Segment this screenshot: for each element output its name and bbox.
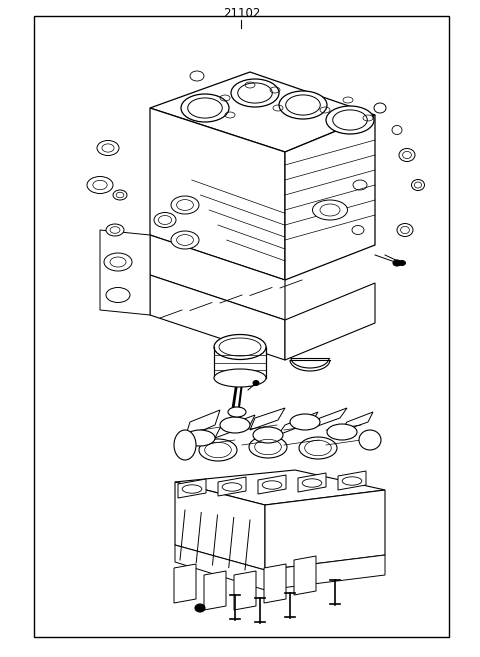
Ellipse shape <box>228 407 246 417</box>
Polygon shape <box>178 479 206 498</box>
Ellipse shape <box>214 369 266 387</box>
Polygon shape <box>150 275 285 360</box>
Ellipse shape <box>399 148 415 162</box>
Polygon shape <box>312 408 347 428</box>
Ellipse shape <box>174 430 196 460</box>
Ellipse shape <box>253 427 283 443</box>
Ellipse shape <box>290 414 320 430</box>
Polygon shape <box>185 410 220 438</box>
Polygon shape <box>258 475 286 494</box>
Polygon shape <box>285 115 375 280</box>
Polygon shape <box>215 415 255 438</box>
Polygon shape <box>150 235 285 320</box>
Polygon shape <box>265 555 385 590</box>
Polygon shape <box>294 556 316 595</box>
Polygon shape <box>285 283 375 360</box>
Ellipse shape <box>199 439 237 461</box>
Bar <box>34 16 449 637</box>
Ellipse shape <box>154 212 176 227</box>
Polygon shape <box>234 571 256 610</box>
Ellipse shape <box>326 106 374 134</box>
Polygon shape <box>278 412 318 435</box>
Ellipse shape <box>397 223 413 237</box>
Ellipse shape <box>106 224 124 236</box>
Ellipse shape <box>171 231 199 249</box>
Polygon shape <box>298 473 326 492</box>
Ellipse shape <box>327 424 357 440</box>
Ellipse shape <box>214 334 266 359</box>
Ellipse shape <box>231 79 279 107</box>
Ellipse shape <box>195 604 205 612</box>
Polygon shape <box>175 482 265 570</box>
Ellipse shape <box>104 253 132 271</box>
Ellipse shape <box>113 190 127 200</box>
Ellipse shape <box>220 417 250 433</box>
Ellipse shape <box>393 260 401 266</box>
Polygon shape <box>338 471 366 490</box>
Ellipse shape <box>249 436 287 458</box>
Ellipse shape <box>87 177 113 194</box>
Ellipse shape <box>106 288 130 302</box>
Polygon shape <box>175 470 385 505</box>
Polygon shape <box>214 347 266 378</box>
Polygon shape <box>204 571 226 610</box>
Ellipse shape <box>253 380 259 386</box>
Polygon shape <box>218 477 246 496</box>
Polygon shape <box>150 108 285 280</box>
Ellipse shape <box>97 141 119 156</box>
Polygon shape <box>250 408 285 430</box>
Ellipse shape <box>312 200 348 220</box>
Ellipse shape <box>359 430 381 450</box>
Polygon shape <box>265 490 385 570</box>
Polygon shape <box>150 72 375 152</box>
Text: 21102: 21102 <box>223 7 260 20</box>
Polygon shape <box>174 564 196 603</box>
Ellipse shape <box>398 260 406 265</box>
Ellipse shape <box>171 196 199 214</box>
Polygon shape <box>100 230 150 315</box>
Ellipse shape <box>181 94 229 122</box>
Ellipse shape <box>411 179 424 191</box>
Polygon shape <box>175 545 265 590</box>
Ellipse shape <box>279 91 327 119</box>
Polygon shape <box>264 564 286 603</box>
Ellipse shape <box>185 430 215 446</box>
Ellipse shape <box>299 437 337 459</box>
Polygon shape <box>340 412 373 432</box>
